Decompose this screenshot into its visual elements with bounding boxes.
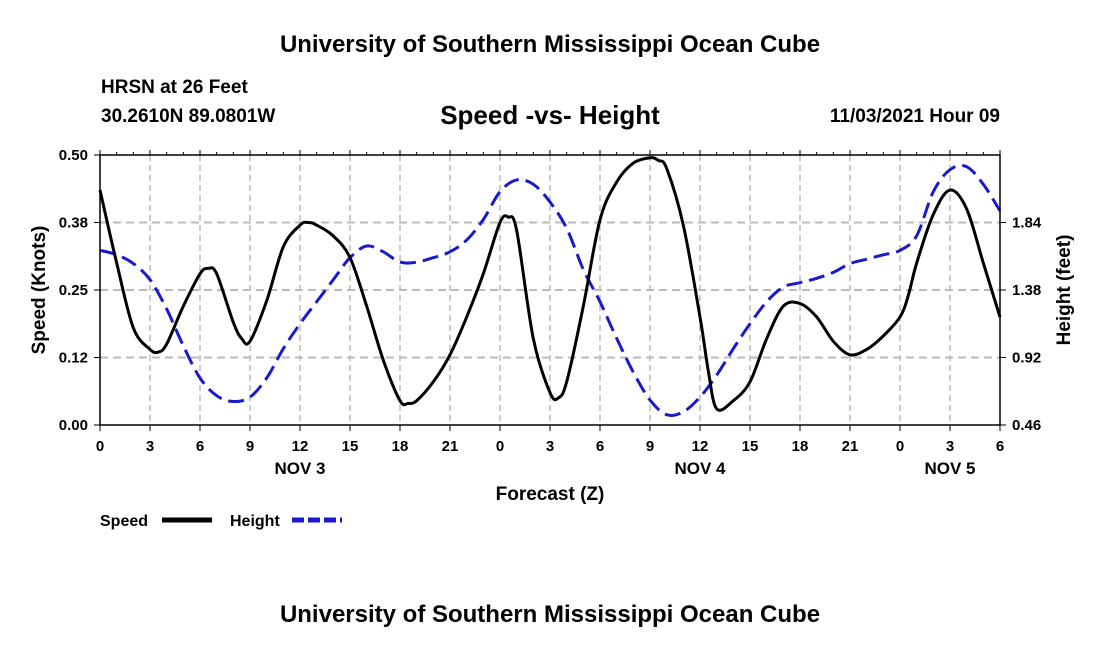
x-tick-label: 6 <box>196 438 204 455</box>
x-tick-label: 15 <box>342 438 359 455</box>
speed-series-line <box>98 156 1002 412</box>
x-tick-label: 6 <box>596 438 604 455</box>
day-label: NOV 4 <box>674 459 726 478</box>
x-tick-label: 9 <box>246 438 254 455</box>
station-coordinates: 30.2610N 89.0801W <box>101 106 276 127</box>
y-tick-label-left: 0.38 <box>59 215 88 232</box>
y-tick-label-left: 0.00 <box>59 417 88 434</box>
y-tick-label-left: 0.25 <box>59 282 88 299</box>
forecast-datetime: 11/03/2021 Hour 09 <box>829 106 1000 127</box>
grid-lines <box>100 155 1000 425</box>
y-tick-label-left: 0.12 <box>59 350 88 367</box>
x-tick-label: 3 <box>946 438 954 455</box>
y-tick-label-right: 1.38 <box>1012 282 1041 299</box>
x-tick-label: 9 <box>646 438 654 455</box>
x-tick-label: 12 <box>692 438 709 455</box>
x-tick-label: 12 <box>292 438 309 455</box>
x-tick-label: 18 <box>792 438 809 455</box>
y-tick-label-right: 1.84 <box>1012 215 1042 232</box>
x-tick-label: 15 <box>742 438 759 455</box>
x-tick-label: 3 <box>546 438 554 455</box>
x-tick-label: 0 <box>496 438 504 455</box>
y-axis-label-right: Height (feet) <box>1054 235 1075 346</box>
height-series-line <box>99 163 1002 417</box>
legend: Speed Height <box>100 513 342 530</box>
x-tick-label: 18 <box>392 438 409 455</box>
legend-label-speed: Speed <box>100 513 148 530</box>
x-tick-label: 0 <box>896 438 904 455</box>
axis-ticks: 0 3 6 9 12 15 18 21 0 3 6 9 12 15 18 21 0 3 6 NOV 3 NOV 4 NOV… <box>59 147 1042 478</box>
x-tick-label: 6 <box>996 438 1004 455</box>
bottom-title: University of Southern Mississippi Ocean… <box>279 601 821 628</box>
x-tick-label: 3 <box>146 438 154 455</box>
chart-subtitle: Speed -vs- Height <box>440 100 660 130</box>
y-tick-label-right: 0.46 <box>1012 417 1041 434</box>
y-tick-label-left: 0.50 <box>59 147 88 164</box>
day-label: NOV 5 <box>924 459 975 478</box>
y-tick-label-right: 0.92 <box>1012 350 1041 367</box>
x-tick-label: 0 <box>96 438 104 455</box>
day-label: NOV 3 <box>274 459 325 478</box>
x-axis-label: Forecast (Z) <box>496 484 605 505</box>
legend-label-height: Height <box>230 513 280 530</box>
x-tick-label: 21 <box>442 438 459 455</box>
y-axis-label-left: Speed (Knots) <box>29 226 50 355</box>
x-tick-label: 21 <box>842 438 859 455</box>
top-title: University of Southern Mississippi Ocean… <box>279 31 821 58</box>
series-lines <box>98 156 1002 417</box>
station-name: HRSN at 26 Feet <box>101 77 248 98</box>
